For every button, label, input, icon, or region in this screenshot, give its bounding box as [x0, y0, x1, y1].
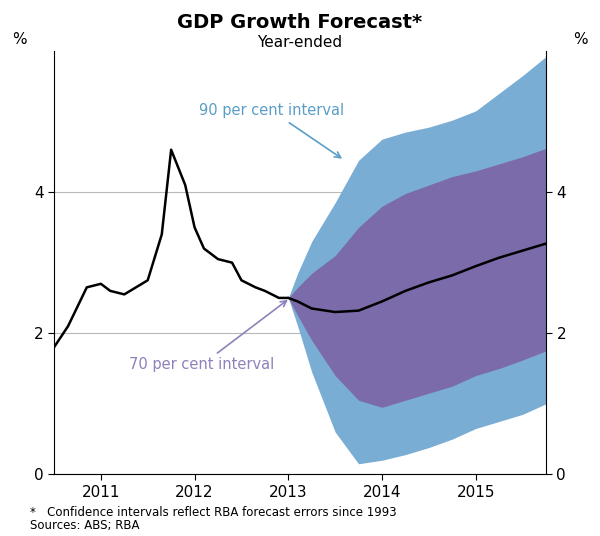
Text: Year-ended: Year-ended — [257, 35, 343, 50]
Text: %: % — [573, 32, 588, 47]
Text: 70 per cent interval: 70 per cent interval — [129, 301, 286, 373]
Text: %: % — [12, 32, 27, 47]
Text: 90 per cent interval: 90 per cent interval — [199, 103, 344, 158]
Text: Sources: ABS; RBA: Sources: ABS; RBA — [30, 519, 139, 532]
Text: *   Confidence intervals reflect RBA forecast errors since 1993: * Confidence intervals reflect RBA forec… — [30, 506, 397, 519]
Text: GDP Growth Forecast*: GDP Growth Forecast* — [178, 13, 422, 32]
